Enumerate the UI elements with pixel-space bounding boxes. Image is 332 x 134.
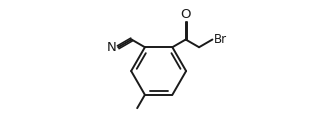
Text: Br: Br	[214, 33, 227, 46]
Text: O: O	[181, 8, 191, 21]
Text: N: N	[107, 41, 117, 54]
